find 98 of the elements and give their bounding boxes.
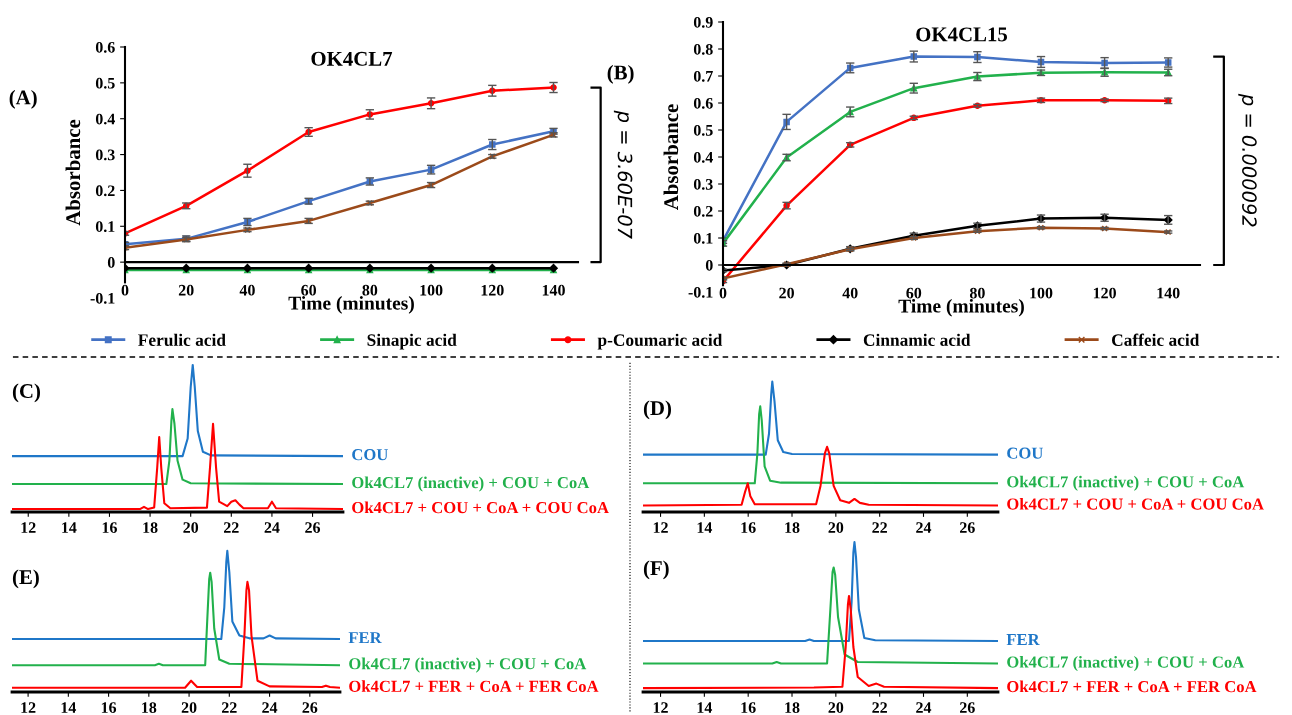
x-tick-label: 22 xyxy=(872,702,887,713)
x-tick-label: 80 xyxy=(362,284,378,296)
x-tick-label: 40 xyxy=(842,287,858,299)
x-tick-label: 18 xyxy=(785,522,800,533)
legend-label: Sinapic acid xyxy=(367,333,457,350)
y-tick-label: 0.5 xyxy=(95,77,115,89)
x-tick-label: 0 xyxy=(121,284,129,296)
series-label: Ok4CL7 (inactive) + COU + CoA xyxy=(349,657,587,673)
x-tick-label: 16 xyxy=(741,702,756,713)
x-tick-label: 100 xyxy=(420,284,443,296)
series-label: Ok4CL7 (inactive) + COU + CoA xyxy=(352,476,590,492)
chart-title: OK4CL7 xyxy=(311,51,393,66)
y-tick-label: 0.9 xyxy=(693,16,713,28)
x-tick-label: 14 xyxy=(62,522,77,533)
x-tick-label: 20 xyxy=(181,702,197,713)
series-label: COU xyxy=(1007,447,1043,459)
series-label: COU xyxy=(352,449,388,461)
annotation: (E) xyxy=(12,569,39,589)
y-tick-label: 0.3 xyxy=(95,149,115,161)
annotation: (C) xyxy=(12,383,40,403)
x-tick-label: 140 xyxy=(542,284,565,296)
x-tick-label: 24 xyxy=(916,702,932,713)
x-tick-label: 18 xyxy=(142,702,157,713)
x-tick-label: 22 xyxy=(872,522,887,533)
annotation: (F) xyxy=(643,560,669,580)
y-tick-label: 0.3 xyxy=(693,178,713,190)
y-tick-label: 0.6 xyxy=(693,97,713,109)
x-tick-label: 120 xyxy=(481,284,504,296)
legend-label: Caffeic acid xyxy=(1111,333,1200,346)
series-label: Ok4CL7 + COU + CoA + COU CoA xyxy=(352,501,609,514)
y-tick-label: 0.4 xyxy=(693,151,713,163)
y-axis-title: Absorbance xyxy=(663,104,679,211)
text: (B) xyxy=(607,64,634,84)
y-tick-label: 0.6 xyxy=(95,41,115,53)
legend-label: Cinnamic acid xyxy=(863,333,971,346)
series-label: FER xyxy=(1006,634,1040,646)
y-tick-label: 0.7 xyxy=(693,70,713,82)
x-tick-label: 20 xyxy=(178,284,194,296)
y-tick-label: 0.8 xyxy=(693,43,713,55)
x-tick-label: 140 xyxy=(1157,287,1180,299)
x-tick-label: 26 xyxy=(960,702,975,713)
x-tick-label: 20 xyxy=(828,522,844,533)
x-tick-label: 120 xyxy=(1093,287,1116,299)
x-tick-label: 0 xyxy=(719,287,727,299)
x-tick-label: 20 xyxy=(779,287,794,299)
y-tick-label: 0.2 xyxy=(693,205,713,217)
legend-label: p-Coumaric acid xyxy=(597,333,723,350)
y-tick-label: 0 xyxy=(107,257,115,268)
x-tick-label: 100 xyxy=(1030,287,1053,299)
x-tick-label: 14 xyxy=(697,522,713,533)
x-tick-label: 16 xyxy=(741,522,756,533)
x-tick-label: 12 xyxy=(21,702,36,713)
y-tick-label: 0 xyxy=(705,259,713,271)
y-tick-label: 0.2 xyxy=(95,185,115,197)
annotation: (D) xyxy=(643,400,671,420)
x-tick-label: 22 xyxy=(224,522,239,533)
y-tick-label: -0.1 xyxy=(90,292,115,304)
legend-label: Ferulic acid xyxy=(138,333,226,346)
series-label: Ok4CL7 (inactive) + COU + CoA xyxy=(1007,475,1245,491)
y-tick-label: 0.5 xyxy=(693,124,713,136)
x-tick-label: 22 xyxy=(222,702,237,713)
x-tick-label: 18 xyxy=(143,522,158,533)
x-tick-label: 12 xyxy=(21,522,36,533)
x-tick-label: 26 xyxy=(305,522,321,533)
series-label: Ok4CL7 (inactive) + COU + CoA xyxy=(1007,655,1245,672)
chart-title: OK4CL15 xyxy=(916,27,1008,42)
x-tick-label: 60 xyxy=(301,284,317,296)
y-tick-label: 0.1 xyxy=(95,221,115,233)
x-tick-label: 60 xyxy=(906,287,922,299)
x-axis-title: Time (minutes) xyxy=(898,298,1024,317)
x-tick-label: 16 xyxy=(102,522,117,533)
x-tick-label: 20 xyxy=(828,702,844,713)
x-tick-label: 24 xyxy=(264,522,280,533)
series-label: Ok4CL7 + FER + CoA + FER CoA xyxy=(1007,680,1257,693)
x-tick-label: 24 xyxy=(262,702,278,713)
x-axis-title: Time (minutes) xyxy=(288,296,414,314)
text: p = 0.000092 xyxy=(1238,93,1257,227)
x-tick-label: 14 xyxy=(61,702,77,713)
y-tick-label: 0.1 xyxy=(693,232,713,244)
x-tick-label: 80 xyxy=(969,287,985,299)
y-tick-label: 0.4 xyxy=(95,113,115,125)
x-tick-label: 26 xyxy=(960,522,975,533)
x-tick-label: 18 xyxy=(785,702,800,713)
x-tick-label: 20 xyxy=(183,522,199,533)
y-axis-title: Absorbance xyxy=(65,119,81,226)
x-tick-label: 14 xyxy=(697,702,713,713)
series-label: FER xyxy=(348,632,382,644)
text: p = 3.60E-07 xyxy=(613,110,633,239)
x-tick-label: 26 xyxy=(302,702,318,713)
x-tick-label: 16 xyxy=(101,702,117,713)
x-tick-label: 12 xyxy=(653,522,668,533)
x-tick-label: 40 xyxy=(239,284,255,296)
text: (A) xyxy=(9,89,37,109)
series-label: Ok4CL7 + FER + CoA + FER CoA xyxy=(349,680,599,692)
x-tick-label: 24 xyxy=(916,522,932,533)
x-tick-label: 12 xyxy=(653,702,668,713)
y-tick-label: -0.1 xyxy=(688,286,713,298)
series-label: Ok4CL7 + COU + CoA + COU CoA xyxy=(1007,497,1264,510)
